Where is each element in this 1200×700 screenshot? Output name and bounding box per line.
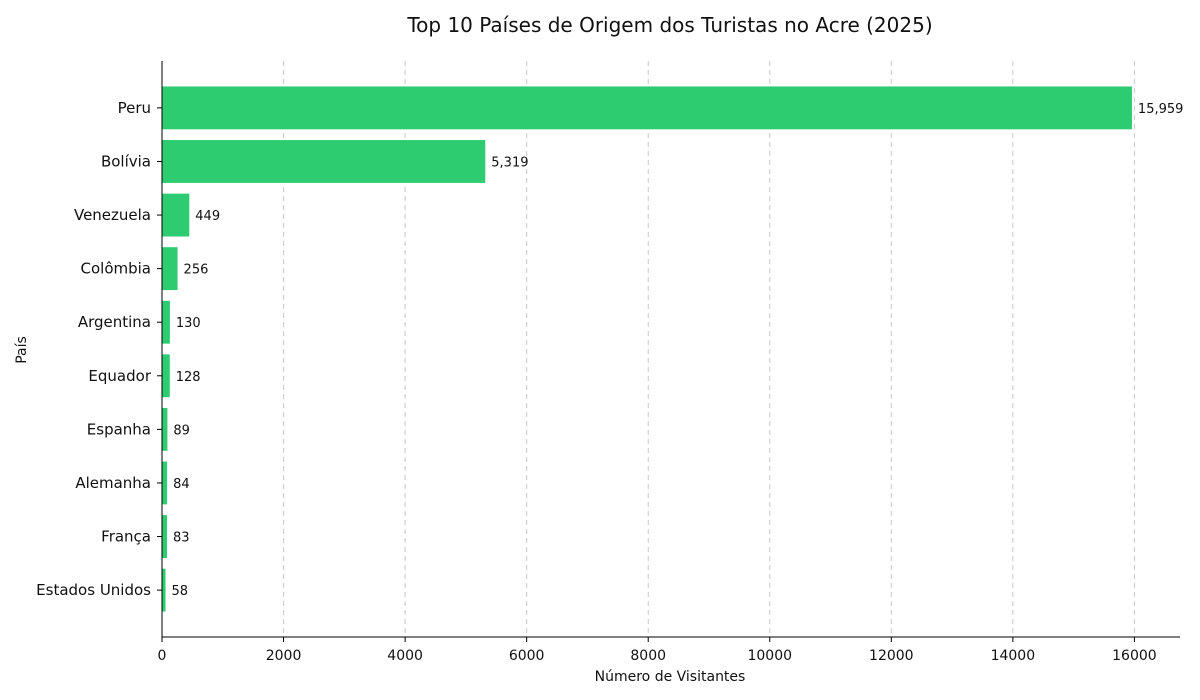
bar [162,515,168,558]
category-label: França [101,528,151,546]
x-tick-label: 8000 [630,648,666,664]
category-labels: Peru Bolívia Venezuela Colômbia Argentina Equ… [36,99,162,599]
bar-value-label: 58 [172,584,189,599]
bar [162,407,168,451]
x-tick-label: 12000 [869,648,914,664]
bar [162,300,170,344]
category-label: Estados Unidos [36,581,151,599]
x-tick-label: 2000 [266,648,302,664]
chart-title: Top 10 Países de Origem dos Turistas no … [406,13,932,37]
bar [162,140,486,183]
category-label: Equador [88,367,151,385]
bar [162,86,1132,130]
category-label: Peru [118,99,151,117]
bar [162,247,178,291]
bar-value-label: 89 [173,423,190,438]
category-label: Venezuela [74,206,151,224]
y-axis-title: País [14,336,30,364]
bar-value-label: 84 [173,477,190,492]
bar [162,354,170,398]
bar [162,461,168,505]
x-tick-label: 10000 [747,648,792,664]
x-axis-title: Número de Visitantes [595,669,746,685]
bar-value-label: 130 [176,316,201,331]
x-tick-labels: 0 2000 4000 6000 8000 10000 12000 14000 16000 [158,637,1157,664]
bar-value-label: 256 [184,263,209,278]
bar-value-label: 83 [173,531,190,546]
x-tick-label: 0 [158,648,167,664]
bar-value-label: 449 [195,209,220,224]
bar-value-label: 15,959 [1138,102,1184,117]
bar [162,193,190,237]
category-label: Argentina [78,313,151,331]
bars [162,86,1132,612]
category-label: Alemanha [75,474,151,492]
x-tick-label: 16000 [1112,648,1157,664]
grid-lines [283,61,1135,637]
bar-value-label: 128 [176,370,201,385]
bar [162,568,166,612]
category-label: Bolívia [101,152,151,170]
bar-value-label: 5,319 [491,155,528,170]
x-tick-label: 4000 [387,648,423,664]
data-labels: 15,959 5,319 449 256 130 128 89 84 83 58 [172,102,1184,599]
category-label: Espanha [87,420,151,438]
category-label: Colômbia [81,260,152,278]
x-tick-label: 6000 [509,648,545,664]
x-tick-label: 14000 [991,648,1036,664]
